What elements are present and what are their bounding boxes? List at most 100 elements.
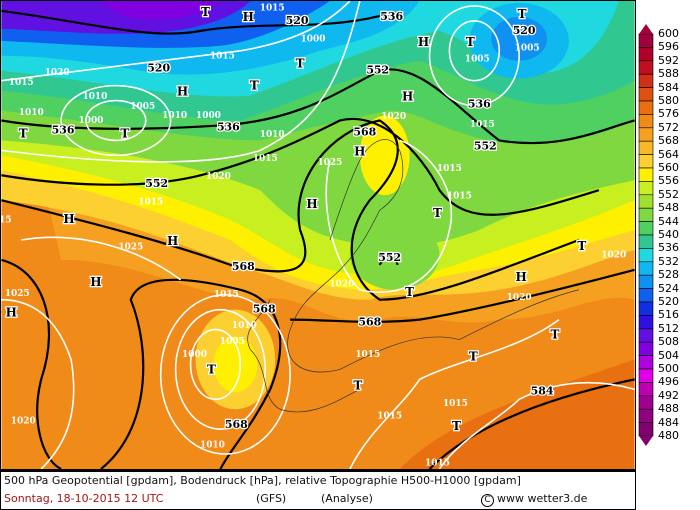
- pressure-label: 1020: [329, 279, 354, 289]
- low-pressure-marker: T: [551, 328, 560, 342]
- pressure-label: 1005: [220, 337, 245, 347]
- legend-swatch: [638, 47, 654, 62]
- legend-swatch: [638, 301, 654, 316]
- legend-swatch: [638, 33, 654, 48]
- legend-swatch: [638, 100, 654, 115]
- high-pressure-marker: H: [515, 270, 526, 284]
- legend-swatch: [638, 154, 654, 169]
- low-pressure-marker: T: [469, 349, 478, 363]
- pressure-label: 1010: [19, 108, 44, 118]
- legend-swatch: [638, 114, 654, 129]
- geopotential-label: 536: [217, 120, 240, 133]
- low-pressure-marker: T: [353, 378, 362, 392]
- geopotential-label: 552: [378, 251, 401, 264]
- legend-swatch: [638, 234, 654, 249]
- legend-swatch: [638, 328, 654, 343]
- pressure-label: 1015: [470, 120, 495, 130]
- pressure-label: 1015: [9, 78, 34, 88]
- low-pressure-marker: T: [207, 362, 216, 376]
- pressure-label: 1015: [138, 198, 163, 208]
- map-footer: 500 hPa Geopotential [gpdam], Bodendruck…: [0, 470, 636, 510]
- legend-label: 588: [658, 67, 679, 81]
- legend-swatch: [638, 140, 654, 155]
- geopotential-label: 520: [286, 14, 309, 27]
- pressure-label: 1005: [130, 102, 155, 112]
- pressure-label: 1000: [196, 111, 221, 121]
- low-pressure-marker: T: [518, 7, 527, 21]
- pressure-label: 1020: [45, 68, 70, 78]
- legend-label: 548: [658, 201, 679, 215]
- geopotential-label: 568: [353, 125, 376, 138]
- pressure-label: 1010: [200, 441, 225, 451]
- weather-map: T H 1015 520 536 T T 520 1005 1005 H T 1000 1015 520 T H…: [0, 0, 636, 470]
- legend-label: 488: [658, 402, 679, 416]
- legend-label: 492: [658, 388, 679, 402]
- high-pressure-marker: H: [63, 212, 74, 226]
- high-pressure-marker: H: [243, 10, 254, 24]
- geopotential-label: 568: [358, 316, 381, 329]
- pressure-label: 15: [0, 216, 12, 226]
- legend-label: 580: [658, 94, 679, 107]
- map-labels: T H 1015 520 536 T T 520 1005 1005 H T 1000 1015 520 T H…: [0, 3, 626, 468]
- legend-swatch: [638, 221, 654, 236]
- pressure-label: 1020: [206, 172, 231, 182]
- pressure-label: 1025: [5, 289, 30, 299]
- high-pressure-marker: H: [354, 144, 365, 158]
- pressure-label: 1010: [162, 111, 187, 121]
- geopotential-label: 552: [474, 139, 497, 152]
- low-pressure-marker: T: [19, 126, 28, 140]
- map-title: 500 hPa Geopotential [gpdam], Bodendruck…: [4, 474, 521, 487]
- legend-label: 544: [658, 214, 679, 228]
- legend-label: 528: [658, 268, 679, 282]
- legend-swatch: [638, 87, 654, 102]
- pressure-label: 1015: [210, 51, 235, 61]
- legend-label: 512: [658, 321, 679, 335]
- high-pressure-marker: H: [402, 90, 413, 104]
- geopotential-label: 520: [147, 62, 170, 75]
- low-pressure-marker: T: [405, 285, 414, 299]
- legend-swatch: [638, 368, 654, 383]
- legend-swatch: [638, 248, 654, 263]
- pressure-label: 1010: [232, 321, 257, 331]
- high-pressure-marker: H: [418, 35, 429, 49]
- pressure-label: 1015: [253, 154, 278, 164]
- legend-label: 552: [658, 187, 679, 201]
- pressure-label: 1000: [301, 34, 326, 44]
- geopotential-label: 568: [232, 260, 255, 273]
- low-pressure-marker: T: [452, 419, 461, 433]
- legend-label: 484: [658, 415, 679, 429]
- high-pressure-marker: H: [177, 85, 188, 99]
- legend-swatch: [638, 395, 654, 410]
- color-legend: 600 596 592 588 584 580 576 572 568 564 560 556 552 5…: [636, 20, 700, 460]
- legend-label: 496: [658, 375, 679, 389]
- legend-label: 504: [658, 348, 679, 362]
- legend-swatch: [638, 207, 654, 222]
- geopotential-label: 536: [52, 123, 75, 136]
- pressure-contours: [1, 1, 635, 469]
- pressure-label: 1020: [601, 250, 626, 260]
- pressure-label: 1020: [381, 112, 406, 122]
- legend-swatch: [638, 181, 654, 196]
- legend-swatch: [638, 408, 654, 423]
- legend-swatch: [638, 288, 654, 303]
- pressure-label: 1020: [507, 293, 532, 303]
- geopotential-label: 536: [468, 98, 491, 111]
- run-type: (Analyse): [321, 492, 373, 505]
- legend-swatch: [638, 60, 654, 75]
- geopotential-label: 520: [513, 24, 536, 37]
- legend-label: 532: [658, 254, 679, 268]
- high-pressure-marker: H: [167, 234, 178, 248]
- legend-label: 560: [658, 161, 679, 174]
- legend-label: 520: [658, 295, 679, 308]
- low-pressure-marker: T: [466, 35, 475, 49]
- legend-label: 540: [658, 228, 679, 241]
- pressure-label: 1015: [447, 192, 472, 202]
- legend-colorbar: [638, 24, 654, 446]
- legend-label: 524: [658, 281, 679, 295]
- pressure-label: 1010: [260, 130, 285, 140]
- low-pressure-marker: T: [120, 126, 129, 140]
- high-pressure-marker: H: [6, 306, 17, 320]
- copyright-text: www wetter3.de: [497, 492, 588, 505]
- legend-label: 572: [658, 120, 679, 134]
- low-pressure-marker: T: [250, 79, 259, 93]
